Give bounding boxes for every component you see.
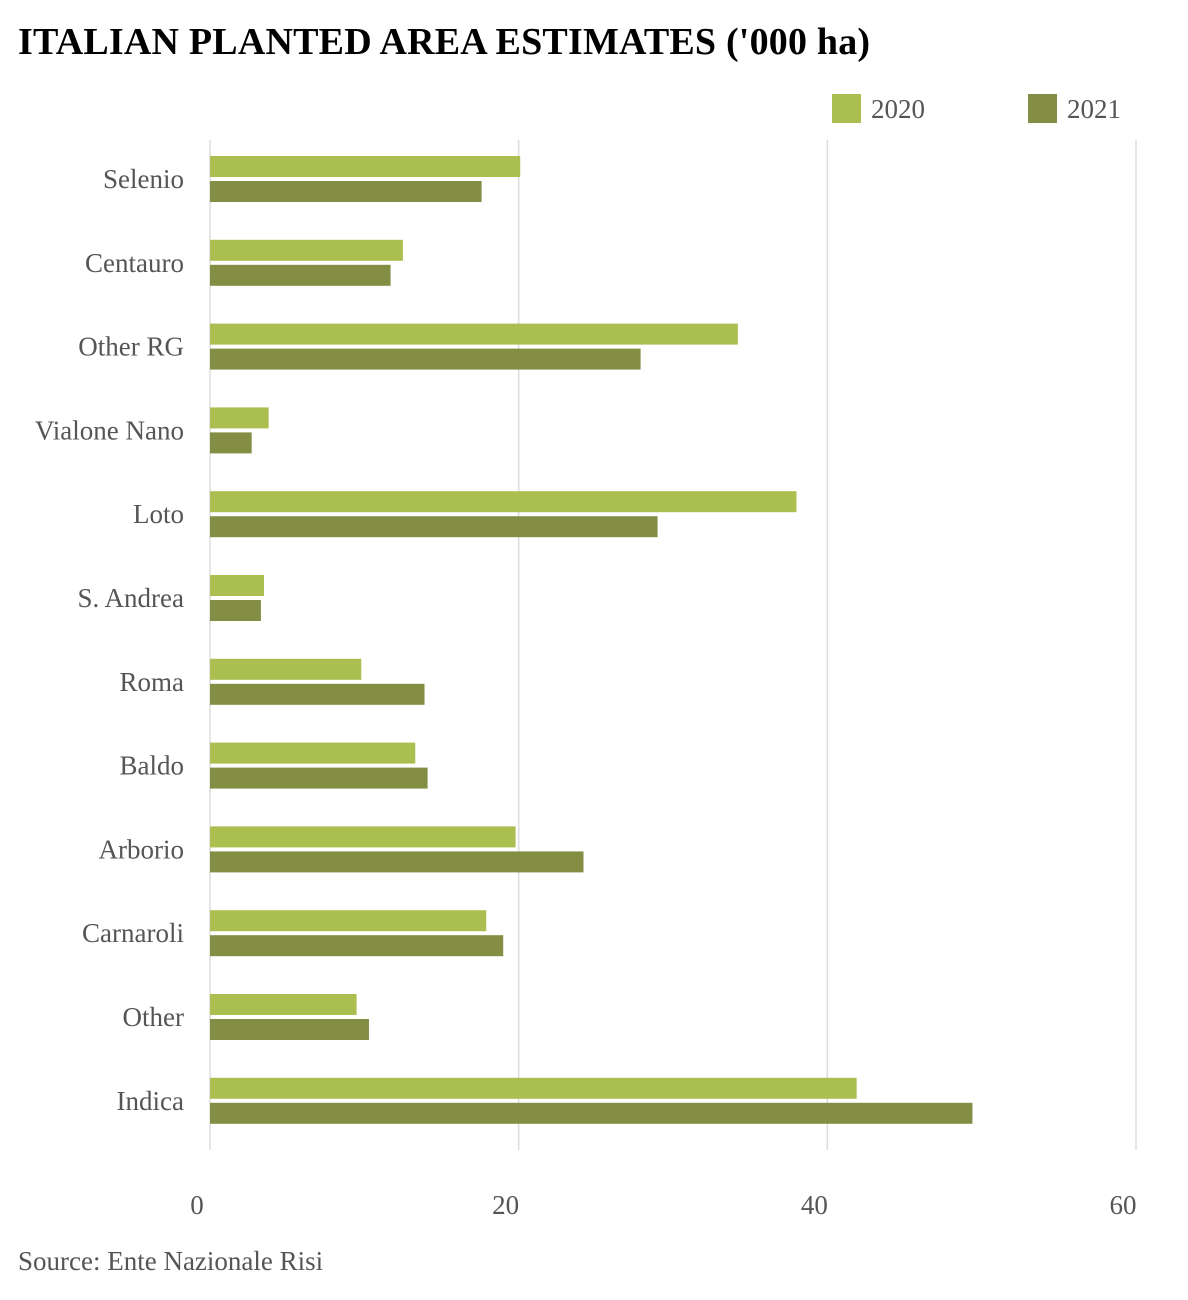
bar-2021 [210, 767, 428, 789]
source-note: Source: Ente Nazionale Risi [18, 1246, 324, 1276]
category-label: Vialone Nano [35, 415, 184, 445]
bar-2021 [210, 851, 584, 873]
category-label: Arborio [99, 834, 184, 864]
category-label: Loto [133, 499, 184, 529]
category-label: Carnaroli [82, 918, 184, 948]
legend-label: 2020 [871, 94, 925, 124]
x-tick-label: 20 [492, 1190, 519, 1220]
category-label: Roma [120, 667, 185, 697]
category-label: Indica [117, 1086, 184, 1116]
category-label: Selenio [103, 164, 184, 194]
legend: 2020 2021 [832, 94, 1121, 124]
bar-2020 [210, 156, 521, 177]
legend-label: 2021 [1067, 94, 1121, 124]
bar-2021 [210, 348, 641, 370]
bar-2020 [210, 407, 269, 429]
category-labels: Selenio Centauro Other RG Vialone Nano Loto S… [35, 164, 184, 1116]
bar-2021 [210, 1019, 369, 1040]
x-tick-label: 40 [801, 1190, 828, 1220]
gridlines [209, 140, 1137, 1150]
bar-2021 [210, 432, 252, 454]
x-tick-label: 0 [190, 1190, 204, 1220]
bar-2020 [210, 491, 797, 513]
x-tick-label: 60 [1110, 1190, 1137, 1220]
bar-2021 [210, 264, 391, 286]
bar-2020 [210, 994, 357, 1015]
bar-2021 [210, 935, 504, 957]
category-label: Other RG [78, 332, 184, 362]
bar-2020 [210, 910, 487, 932]
bar-2020 [210, 1077, 857, 1099]
bar-2020 [210, 239, 403, 261]
bar-2020 [210, 575, 265, 596]
legend-swatch-2021 [1028, 94, 1057, 123]
x-axis-tick-labels: 0 20 40 60 [190, 1190, 1136, 1220]
bar-2021 [210, 181, 482, 202]
bar-2021 [210, 516, 658, 538]
bars [210, 156, 973, 1124]
bar-2020 [210, 826, 516, 848]
bar-2021 [210, 600, 261, 621]
category-label: Other [123, 1002, 184, 1032]
category-label: Centauro [85, 248, 184, 278]
chart-title: ITALIAN PLANTED AREA ESTIMATES ('000 ha) [18, 21, 871, 63]
bar-2021 [210, 683, 425, 705]
bar-2021 [210, 1102, 973, 1124]
bar-2020 [210, 323, 738, 345]
bar-2020 [210, 658, 362, 680]
category-label: Baldo [120, 751, 185, 781]
bar-2020 [210, 742, 416, 764]
category-label: S. Andrea [78, 583, 185, 613]
legend-swatch-2020 [832, 94, 861, 123]
